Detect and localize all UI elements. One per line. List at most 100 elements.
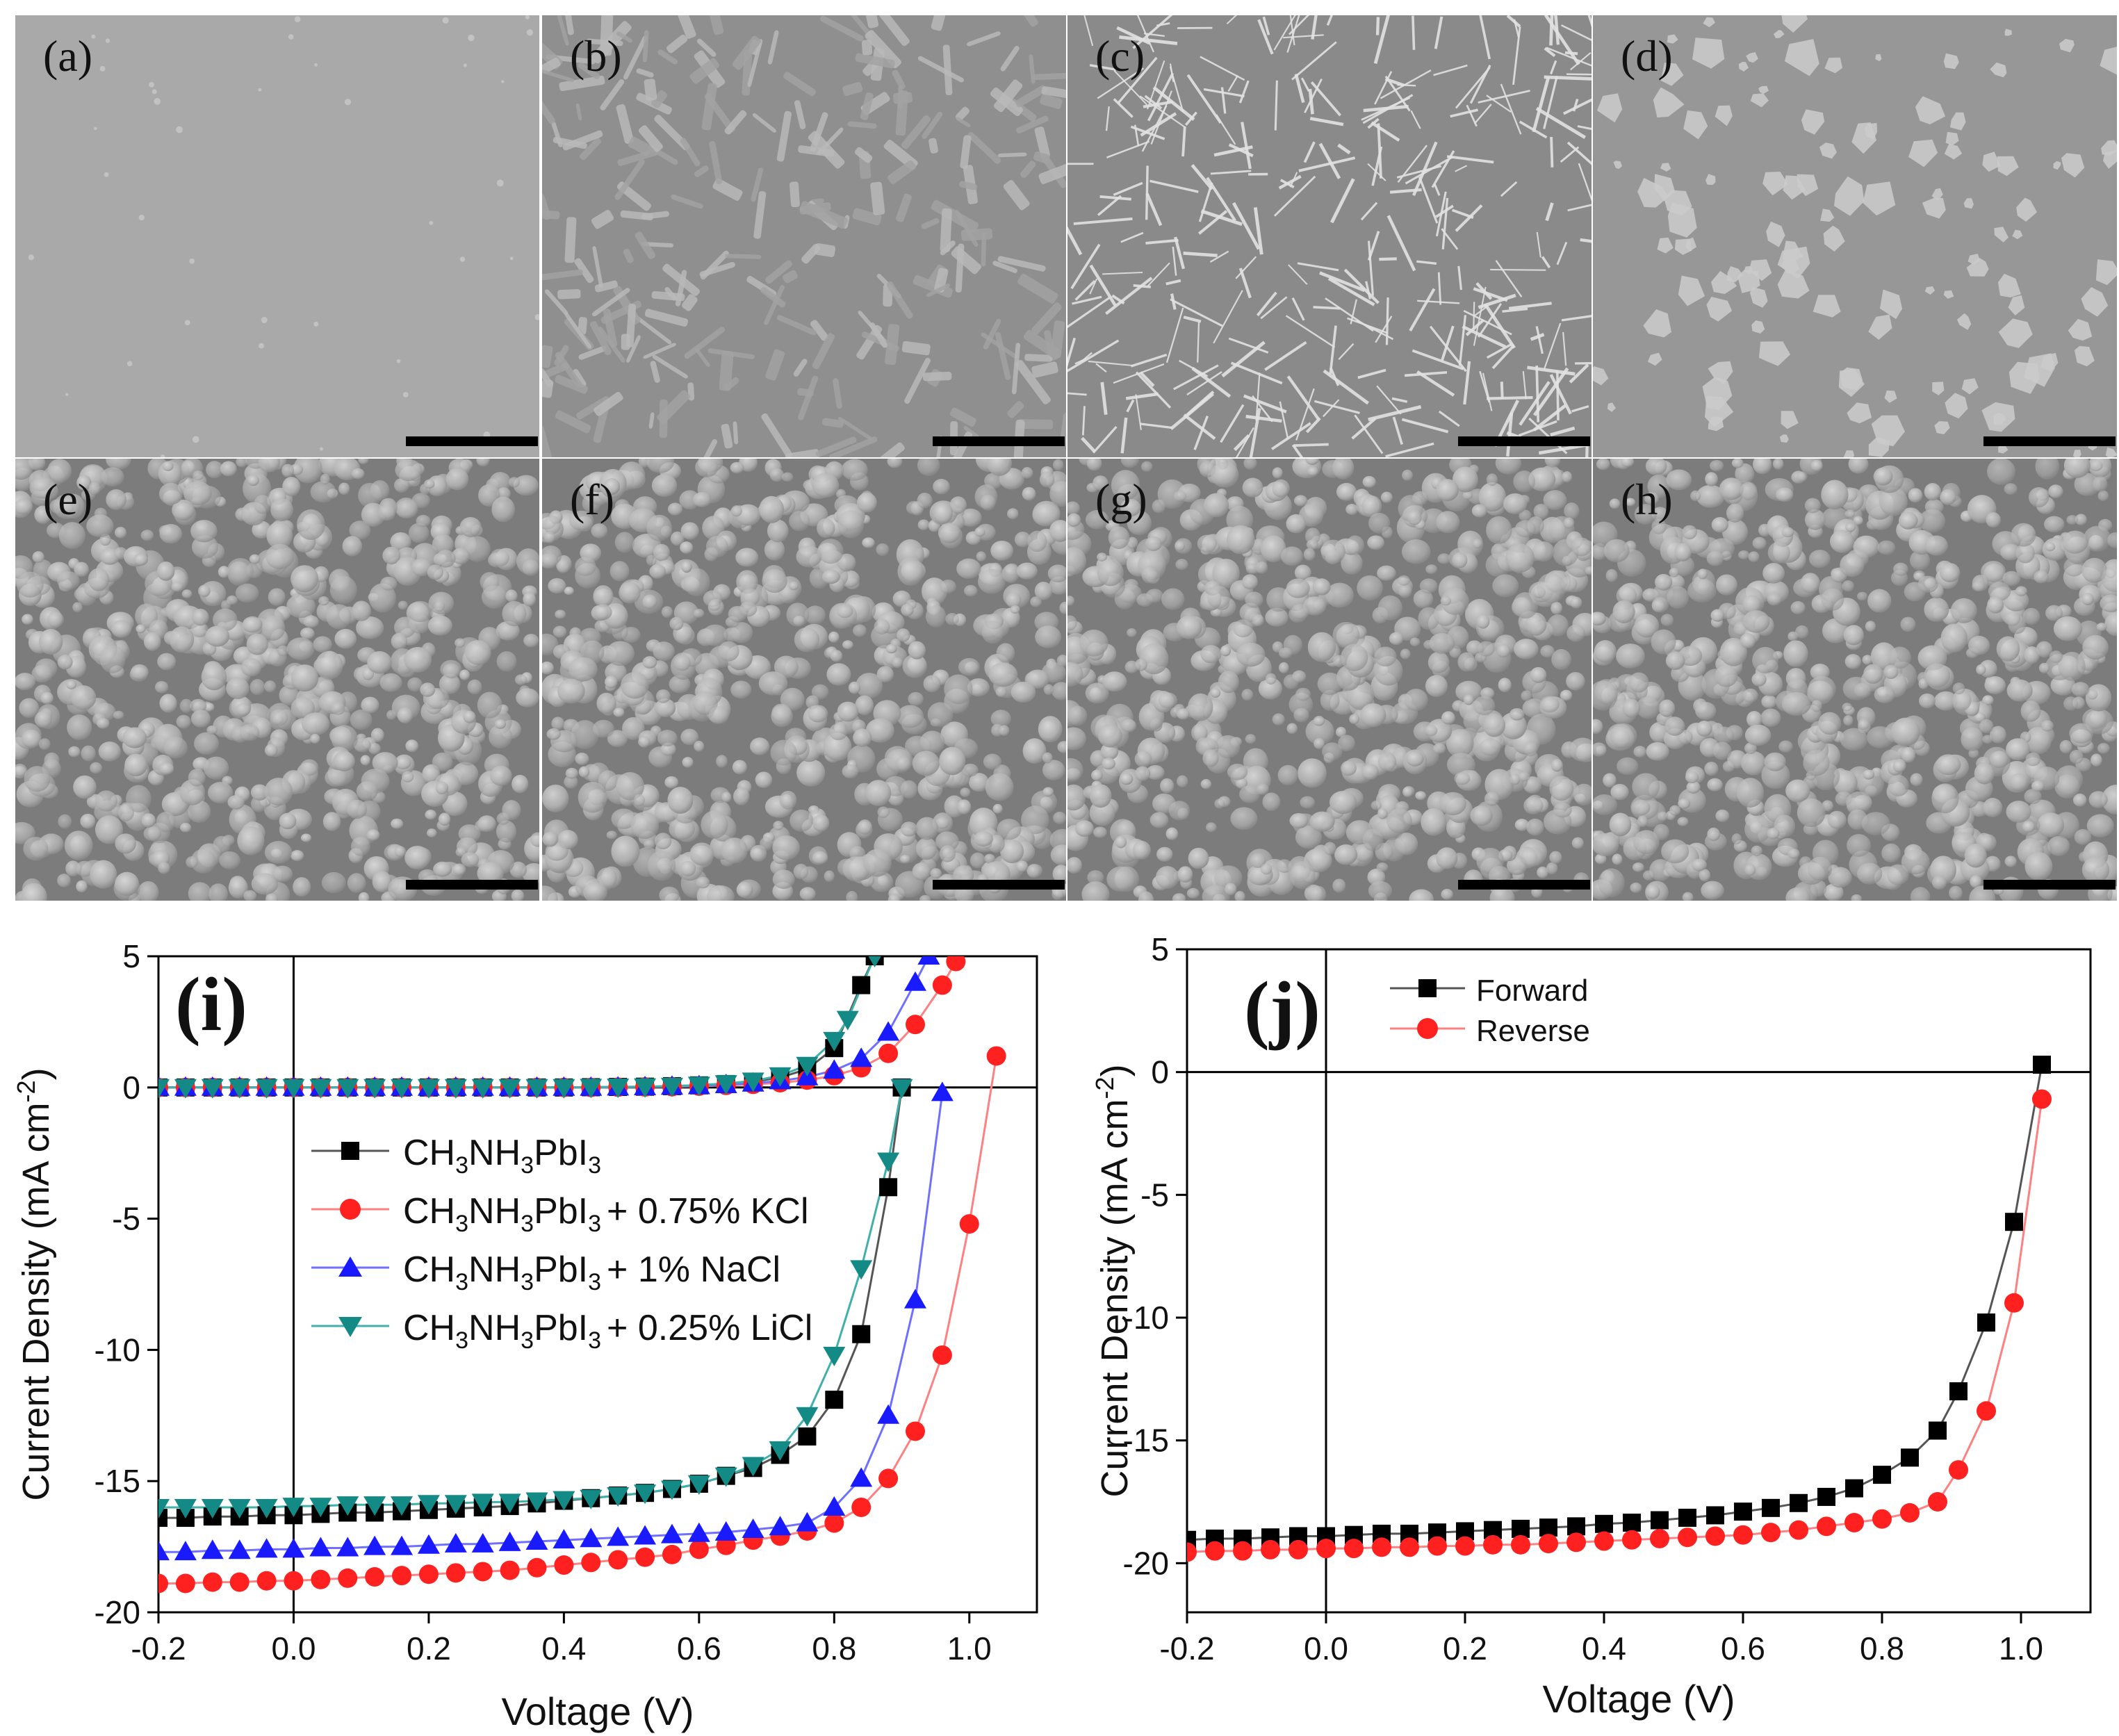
i-point-series1-light [905, 1421, 925, 1441]
i-point-series3-dark [498, 1079, 521, 1099]
legend-j-marker-0 [1418, 979, 1437, 997]
jv-chart-panel-j: -0.2 0.0 0.2 0.4 0.6 0.8 1.050-5-10-15-20 (j) … [1090, 931, 2092, 1721]
j-point-series1 [1455, 1536, 1475, 1556]
i-point-series1-light [986, 1046, 1006, 1066]
i-point-series2-dark [823, 1059, 846, 1079]
j-point-series1 [1344, 1539, 1364, 1559]
i-point-series3-dark [309, 1079, 332, 1099]
i-point-series1-light [365, 1567, 385, 1587]
chart-i-legend: CH3NH3PbI3 CH3NH3PbI3 + 0.75% KCl CH3NH3P… [311, 1133, 812, 1354]
j-point-series1 [1733, 1525, 1753, 1545]
i-y-tick-label: -20 [95, 1594, 140, 1630]
i-point-series3-light [228, 1498, 251, 1518]
i-point-series3-light [363, 1496, 386, 1516]
j-point-series0 [1706, 1506, 1724, 1525]
i-point-series1-light [608, 1550, 628, 1570]
i-point-series2-light [309, 1537, 332, 1557]
i-point-series3-dark [714, 1075, 737, 1095]
i-point-series1-light [175, 1573, 195, 1594]
chart-j-zero-axes [1187, 949, 2091, 1612]
j-x-tick-label: 0.6 [1721, 1630, 1765, 1667]
i-point-series3-dark [660, 1077, 683, 1097]
i-point-series0-light [852, 1325, 871, 1343]
i-point-series3-light [877, 1152, 900, 1172]
i-point-series2-light [391, 1535, 414, 1555]
j-point-series0 [2005, 1213, 2023, 1231]
j-point-series1 [1511, 1534, 1530, 1555]
i-point-series2-dark [917, 956, 940, 965]
j-point-series1 [1789, 1520, 1808, 1540]
sem-texture [15, 459, 539, 901]
j-point-series0 [1762, 1498, 1780, 1517]
i-point-series1-light [527, 1557, 547, 1578]
i-point-series2-light [714, 1521, 737, 1541]
i-point-series2-light [525, 1530, 548, 1550]
sem-texture [15, 15, 539, 457]
i-point-series3-dark [580, 1079, 603, 1099]
legend-j-entry-0: Forward [1390, 974, 1588, 1008]
i-point-series1-light [581, 1553, 601, 1573]
legend-i-entry-3: CH3NH3PbI3 + 0.25% LiCl [311, 1308, 812, 1354]
i-point-series2-light [580, 1528, 603, 1548]
chart-i-y-axis-label: Current Density (mA cm-2) [12, 1067, 57, 1500]
i-point-series1-light [959, 1214, 979, 1234]
j-y-tick-label: 5 [1151, 931, 1169, 967]
scale-bar [406, 880, 538, 890]
i-point-series0-light [879, 1178, 898, 1197]
j-y-tick-label: -5 [1140, 1177, 1169, 1213]
i-point-series3-dark [742, 1072, 764, 1092]
legend-i-marker-2 [338, 1256, 362, 1277]
sem-panel-label: (d) [1621, 31, 1673, 81]
j-point-series0 [1651, 1511, 1669, 1530]
sem-panel-label: (a) [43, 31, 92, 81]
sem-image-grid: (a) (b) (c) (d) (e) (f) (g) (h) [15, 15, 2117, 901]
sem-background [15, 15, 539, 457]
i-point-series2-light [742, 1518, 764, 1539]
i-point-series2-light [877, 1404, 900, 1424]
i-point-series3-dark [868, 956, 881, 967]
sem-texture [542, 459, 1066, 901]
scale-bar [1458, 436, 1590, 446]
i-point-series3-light [498, 1493, 521, 1514]
i-point-series1-light [689, 1539, 709, 1559]
i-y-tick-label: -5 [112, 1201, 140, 1237]
scale-bar [933, 880, 1065, 890]
j-point-series0 [1539, 1518, 1557, 1537]
i-point-series3-dark [255, 1079, 278, 1099]
i-point-series3-light [823, 1346, 846, 1366]
j-point-series1 [1705, 1526, 1725, 1546]
i-point-series1-light [878, 1468, 899, 1489]
i-point-series1-light [445, 1563, 466, 1583]
sem-panel-label: (g) [1095, 475, 1147, 524]
j-point-series0 [2033, 1056, 2051, 1074]
sem-panel-f: (f) [542, 459, 1066, 901]
j-x-tick-label: 0.2 [1443, 1630, 1487, 1667]
sem-panel-h: (h) [1593, 459, 2117, 901]
legend-i-label-0: CH3NH3PbI3 [403, 1133, 601, 1179]
i-point-series2-light [769, 1516, 792, 1536]
j-x-tick-label: 0.0 [1304, 1630, 1348, 1667]
i-point-series1-light [500, 1560, 520, 1580]
i-point-series1-light [851, 1497, 872, 1517]
j-point-series1 [1928, 1492, 1947, 1512]
i-y-tick-label: 0 [122, 1070, 140, 1106]
i-point-series2-dark [903, 971, 926, 991]
sem-texture [1067, 15, 1592, 457]
j-point-series1 [1316, 1539, 1336, 1559]
legend-i-marker-1 [340, 1199, 361, 1220]
j-y-tick-label: -15 [1123, 1423, 1169, 1459]
j-point-series0 [1567, 1517, 1585, 1536]
i-point-series2-dark [850, 1047, 873, 1067]
j-point-series1 [1761, 1523, 1781, 1543]
legend-i-marker-3 [338, 1317, 362, 1337]
i-point-series1-light [662, 1544, 682, 1564]
sem-panel-label: (h) [1621, 475, 1673, 524]
j-point-series1 [1650, 1529, 1669, 1548]
i-point-series3-dark [363, 1079, 386, 1099]
j-point-series1 [1233, 1541, 1252, 1561]
i-point-series3-dark [836, 1010, 859, 1031]
i-point-series3-dark [687, 1076, 710, 1097]
i-point-series1-light [418, 1564, 439, 1584]
i-point-series2-light [282, 1538, 305, 1558]
sem-texture [1593, 15, 2117, 457]
